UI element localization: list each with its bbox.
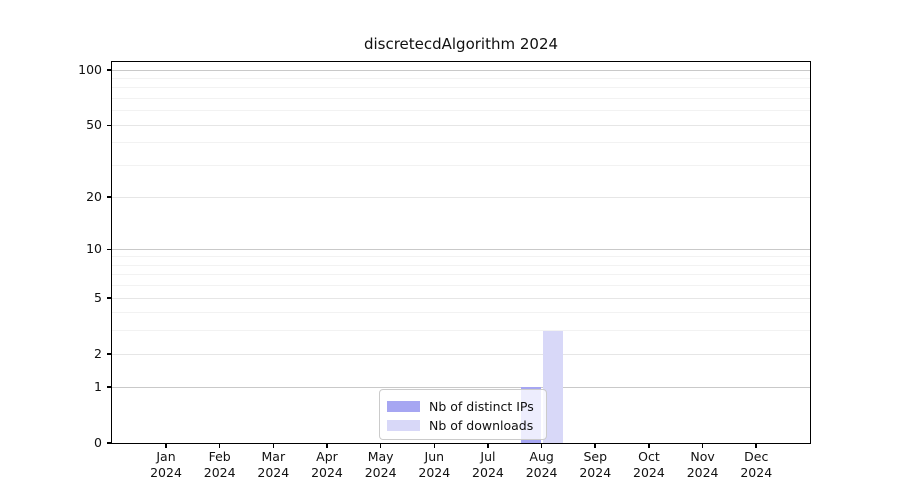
gridline-major <box>112 353 810 355</box>
x-tick-mark <box>648 443 650 448</box>
y-tick-mark <box>107 69 112 71</box>
gridline-minor <box>112 164 810 166</box>
bar-downloads-aug <box>542 331 563 443</box>
y-tick-mark <box>107 297 112 300</box>
y-tick-label: 50 <box>86 117 102 133</box>
x-tick-mark <box>326 443 328 448</box>
x-tick-label: Jun 2024 <box>418 449 451 480</box>
plot-area: Nb of distinct IPs Nb of downloads 0 1 2 5 1… <box>78 61 811 480</box>
x-tick-label: Sep 2024 <box>579 449 612 480</box>
gridline-minor <box>112 142 810 144</box>
y-tick-mark <box>107 353 112 356</box>
x-tick-mark <box>272 443 275 448</box>
x-tick-mark <box>755 443 758 448</box>
x-tick-mark <box>379 443 382 448</box>
legend: Nb of distinct IPs Nb of downloads <box>379 389 547 440</box>
x-tick-mark <box>218 443 221 448</box>
y-tick-label: 2 <box>94 346 102 362</box>
y-tick-label: 5 <box>94 290 102 306</box>
y-tick-mark <box>107 196 112 198</box>
gridline-minor <box>112 77 810 79</box>
legend-label-distinct-ips: Nb of distinct IPs <box>429 399 534 414</box>
y-tick-label: 0 <box>94 435 102 450</box>
y-tick-label: 20 <box>86 189 102 205</box>
gridline-minor <box>112 330 810 332</box>
gridline-minor <box>112 284 810 286</box>
gridline-minor <box>112 312 810 313</box>
gridline-minor <box>112 109 810 111</box>
gridline-minor <box>112 97 810 99</box>
x-tick-mark <box>487 443 489 448</box>
y-tick-mark <box>107 124 112 127</box>
chart-title: discretecdAlgorithm 2024 <box>363 35 559 53</box>
gridline-major <box>112 248 810 250</box>
x-tick-label: Mar 2024 <box>257 449 290 480</box>
gridline-minor <box>112 256 810 257</box>
x-tick-label: Oct 2024 <box>633 449 665 480</box>
legend-item-distinct-ips: Nb of distinct IPs <box>387 397 539 416</box>
gridline-major <box>112 124 810 126</box>
legend-swatch-distinct-ips <box>387 401 420 412</box>
gridline-minor <box>112 87 810 89</box>
y-tick-mark <box>107 248 112 251</box>
x-tick-label: Dec 2024 <box>740 449 773 480</box>
x-tick-label: Jul 2024 <box>472 449 504 480</box>
x-tick-label: Aug 2024 <box>525 449 558 480</box>
y-tick-mark <box>107 442 112 444</box>
x-tick-mark <box>433 443 436 448</box>
x-tick-mark <box>701 443 704 448</box>
gridline-major <box>112 386 810 388</box>
x-tick-label: Jan 2024 <box>150 449 182 480</box>
x-tick-mark <box>594 443 597 448</box>
x-tick-label: Apr 2024 <box>311 449 343 480</box>
gridline-minor <box>112 264 810 266</box>
x-tick-mark <box>165 443 167 448</box>
legend-item-downloads: Nb of downloads <box>387 416 539 435</box>
y-tick-label: 1 <box>94 379 102 394</box>
x-tick-mark <box>540 443 543 448</box>
x-tick-label: May 2024 <box>364 449 397 480</box>
gridline-major <box>112 196 810 198</box>
gridline-major <box>112 69 810 71</box>
y-tick-mark <box>107 386 112 388</box>
gridline-minor <box>112 274 810 276</box>
legend-label-downloads: Nb of downloads <box>429 418 534 433</box>
x-tick-label: Feb 2024 <box>203 449 236 480</box>
gridline-major <box>112 297 810 299</box>
x-tick-label: Nov 2024 <box>686 449 719 480</box>
y-tick-label: 10 <box>86 241 102 257</box>
y-tick-label: 100 <box>78 62 102 78</box>
legend-swatch-downloads <box>387 420 420 431</box>
